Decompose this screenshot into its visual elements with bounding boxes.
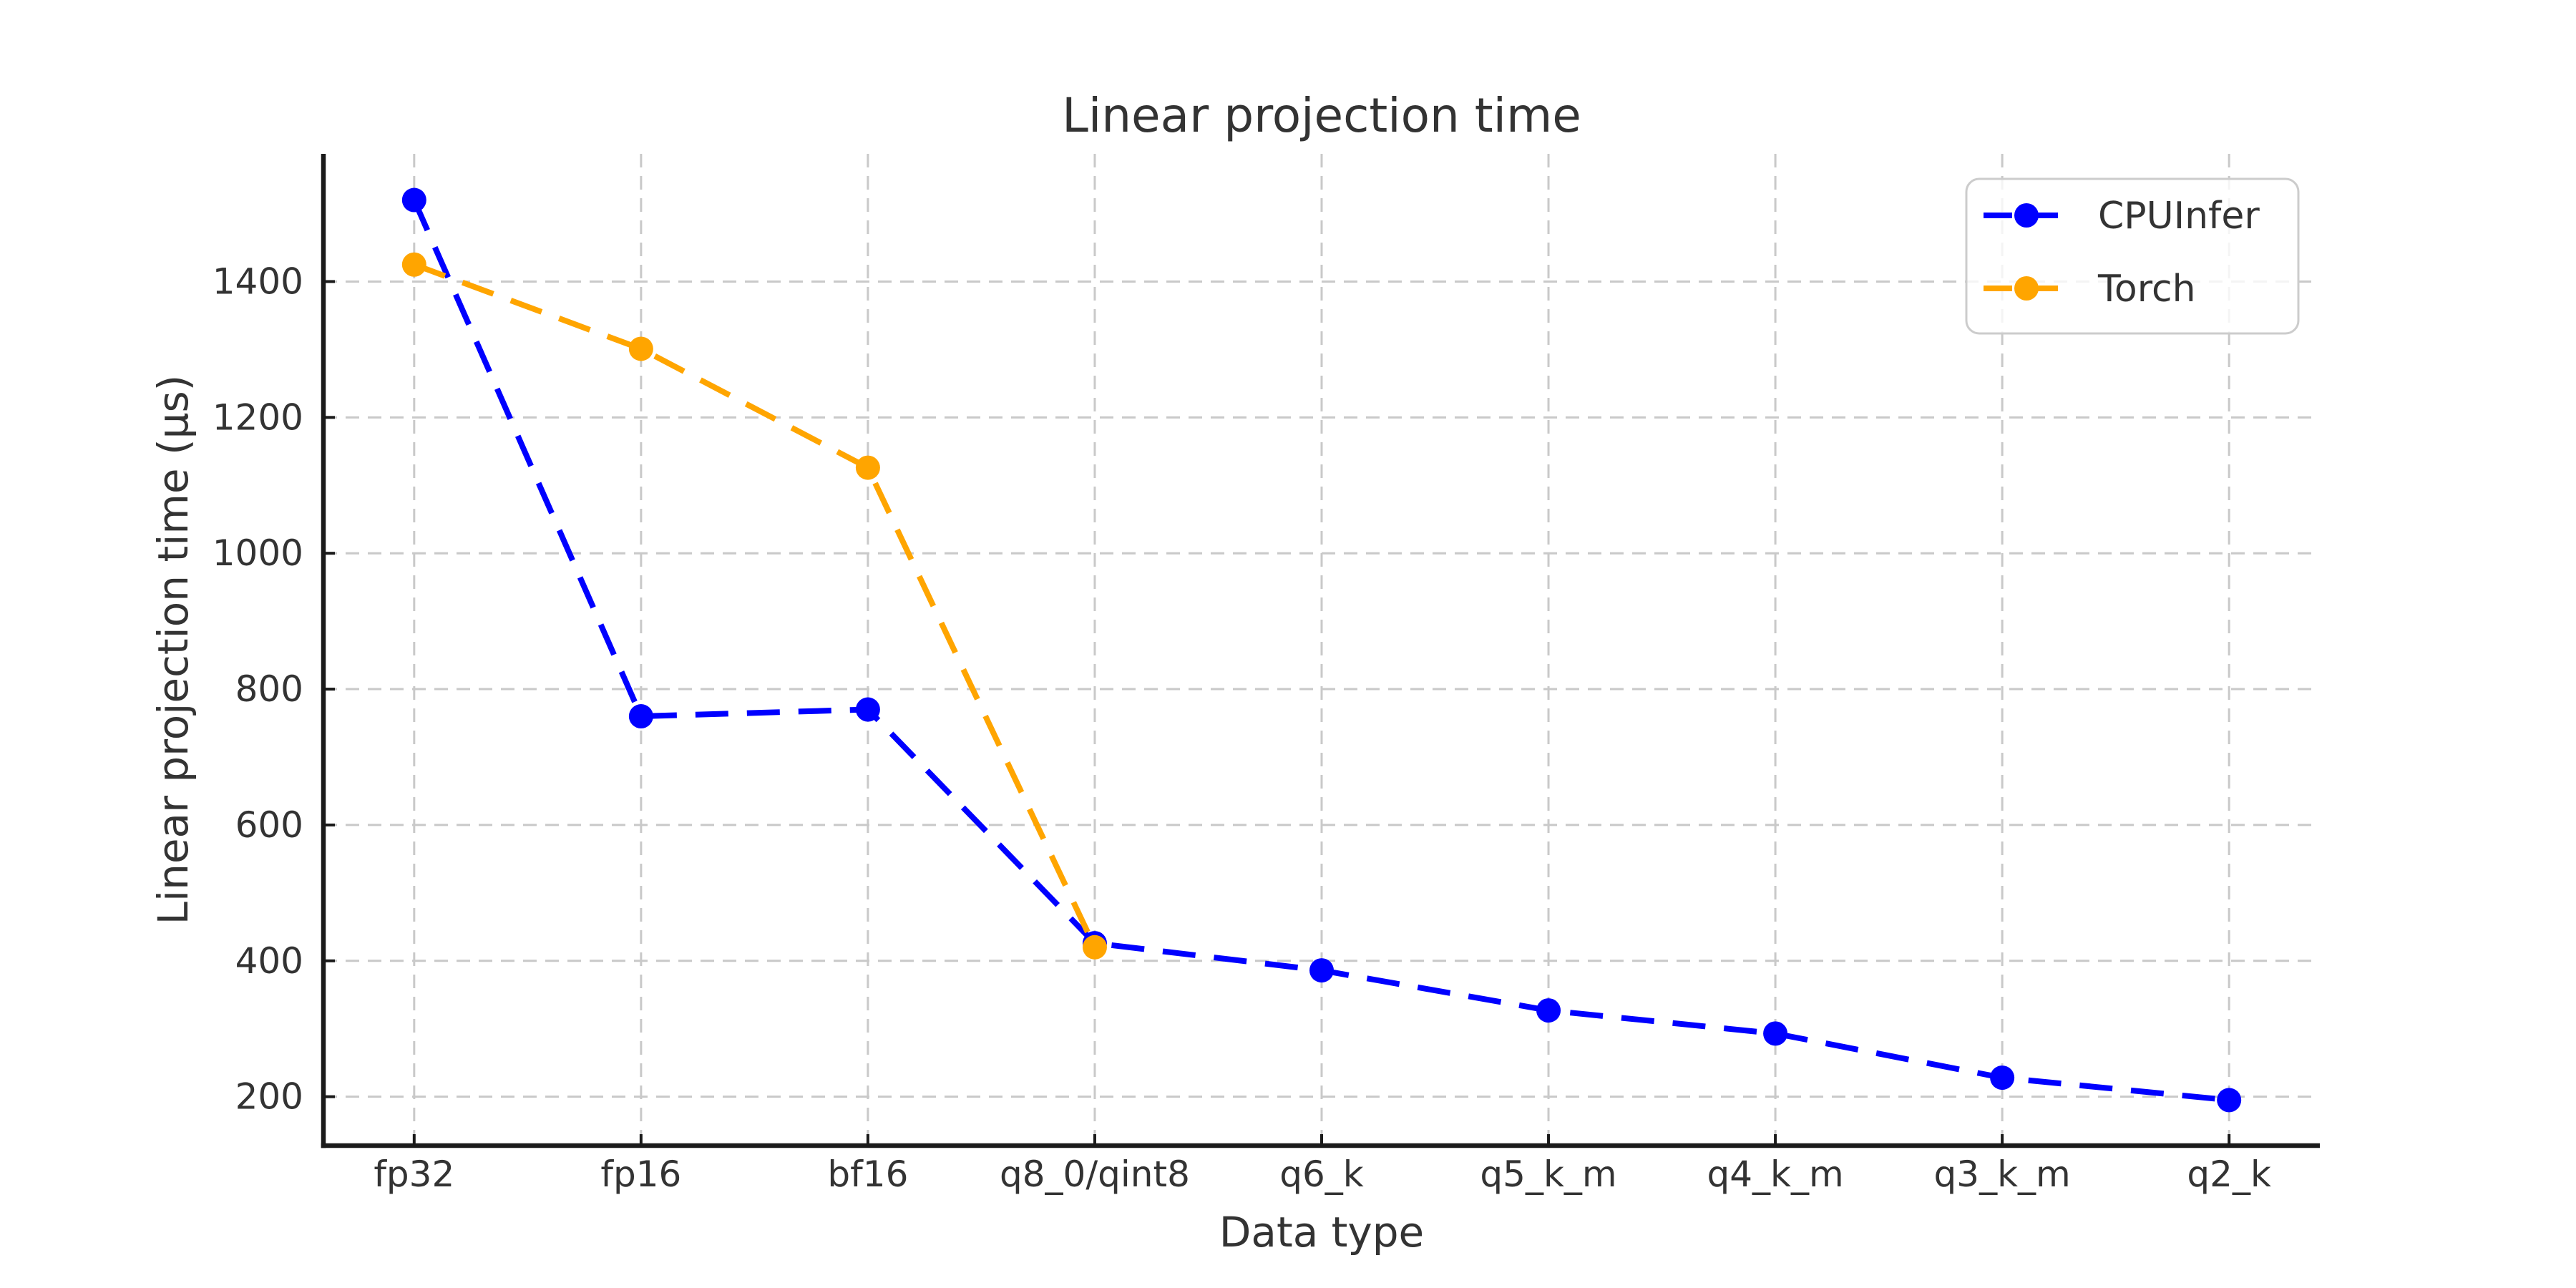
legend-sample-marker-cpuinfer: [2014, 203, 2039, 228]
data-point-marker-torch: [1082, 935, 1107, 960]
data-point-marker-cpuinfer: [2217, 1088, 2242, 1113]
x-tick-label: q3_k_m: [1934, 1153, 2071, 1195]
data-series: [401, 187, 2242, 1113]
data-point-marker-torch: [628, 336, 653, 361]
data-point-marker-cpuinfer: [855, 697, 880, 722]
gridlines: [323, 154, 2320, 1146]
data-point-marker-cpuinfer: [401, 187, 426, 213]
y-tick-label: 1000: [213, 532, 303, 574]
y-tick-label: 200: [235, 1076, 303, 1118]
y-tick-label: 1400: [213, 260, 303, 302]
axes: 200 400 600 800 1000 1200 1400 fp32 fp16 bf16 q8_0…: [213, 154, 2320, 1195]
y-tick-label: 800: [235, 668, 303, 710]
y-tick-label: 600: [235, 804, 303, 846]
data-point-marker-torch: [401, 252, 426, 277]
data-point-marker-cpuinfer: [628, 704, 653, 729]
data-point-marker-cpuinfer: [1763, 1021, 1788, 1046]
x-tick-label: fp16: [600, 1153, 681, 1195]
data-point-marker-cpuinfer: [1990, 1065, 2015, 1091]
legend-label-torch: Torch: [2097, 268, 2196, 311]
series-line-torch: [413, 261, 1098, 949]
x-tick-label: q4_k_m: [1707, 1153, 1843, 1195]
x-tick-label: q5_k_m: [1480, 1153, 1616, 1195]
x-tick-label: q2_k: [2187, 1153, 2271, 1195]
legend-sample-marker-torch: [2014, 276, 2039, 301]
x-tick-label: bf16: [827, 1153, 908, 1195]
x-tick-label: q6_k: [1279, 1153, 1364, 1195]
legend-label-cpuinfer: CPUInfer: [2098, 195, 2260, 238]
data-point-marker-cpuinfer: [1536, 998, 1561, 1023]
y-tick-label: 1200: [213, 396, 303, 438]
x-tick-label: fp32: [374, 1153, 454, 1195]
data-point-marker-torch: [855, 455, 880, 480]
data-point-marker-cpuinfer: [1309, 958, 1334, 983]
x-axis-label: Data type: [1219, 1208, 1425, 1257]
chart-title: Linear projection time: [1062, 88, 1581, 143]
x-tick-label: q8_0/qint8: [1000, 1153, 1190, 1195]
legend: CPUInfer Torch: [1965, 177, 2300, 335]
y-axis-label: Linear projection time (μs): [149, 375, 197, 925]
y-tick-label: 400: [235, 940, 303, 982]
